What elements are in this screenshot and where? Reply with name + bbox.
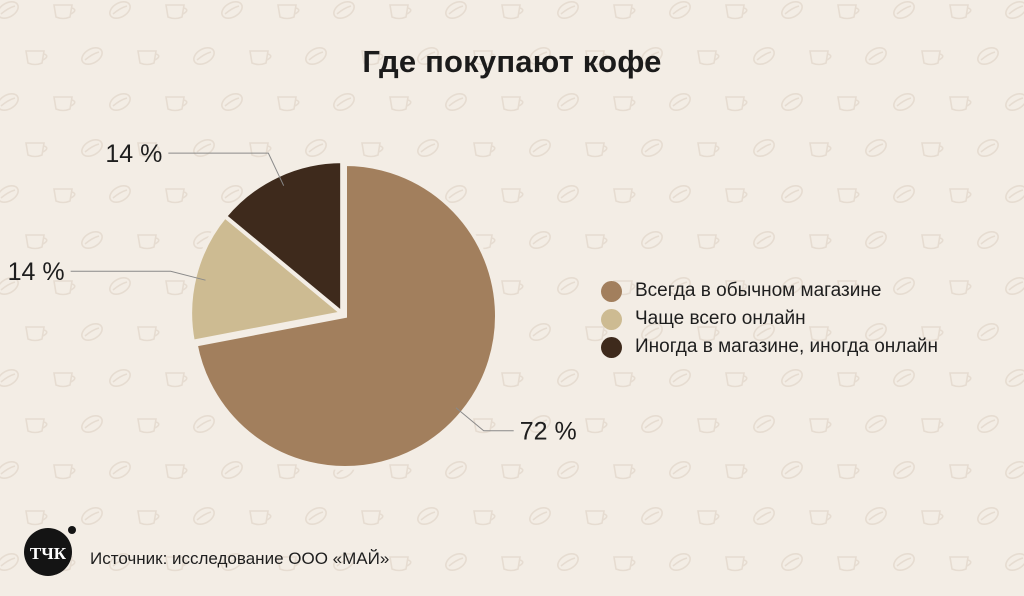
leader-line — [70, 270, 206, 281]
slice-value-label: 72 % — [520, 418, 577, 446]
legend-label: Чаще всего онлайн — [635, 308, 806, 329]
logo-text: ТЧК — [30, 544, 67, 563]
legend-item: Чаще всего онлайн — [601, 305, 938, 333]
legend: Всегда в обычном магазине Чаще всего онла… — [601, 277, 938, 361]
leader-line — [168, 152, 285, 186]
legend-swatch — [601, 336, 622, 358]
legend-swatch — [601, 308, 622, 330]
chart-title: Где покупают кофе — [362, 44, 662, 79]
pie-slice — [188, 213, 347, 344]
logo: ТЧК — [22, 522, 78, 578]
legend-swatch — [601, 280, 622, 302]
leader-line — [455, 407, 514, 432]
legend-item: Всегда в обычном магазине — [601, 277, 938, 305]
legend-label: Всегда в обычном магазине — [635, 280, 882, 301]
legend-item: Иногда в магазине, иногда онлайн — [601, 333, 938, 361]
source-note: Источник: исследование ООО «МАЙ» — [90, 549, 390, 568]
pie-slice — [222, 159, 345, 318]
slice-value-label: 14 % — [105, 140, 162, 168]
slice-value-label: 14 % — [8, 258, 65, 286]
legend-label: Иногда в магазине, иногда онлайн — [635, 336, 939, 357]
